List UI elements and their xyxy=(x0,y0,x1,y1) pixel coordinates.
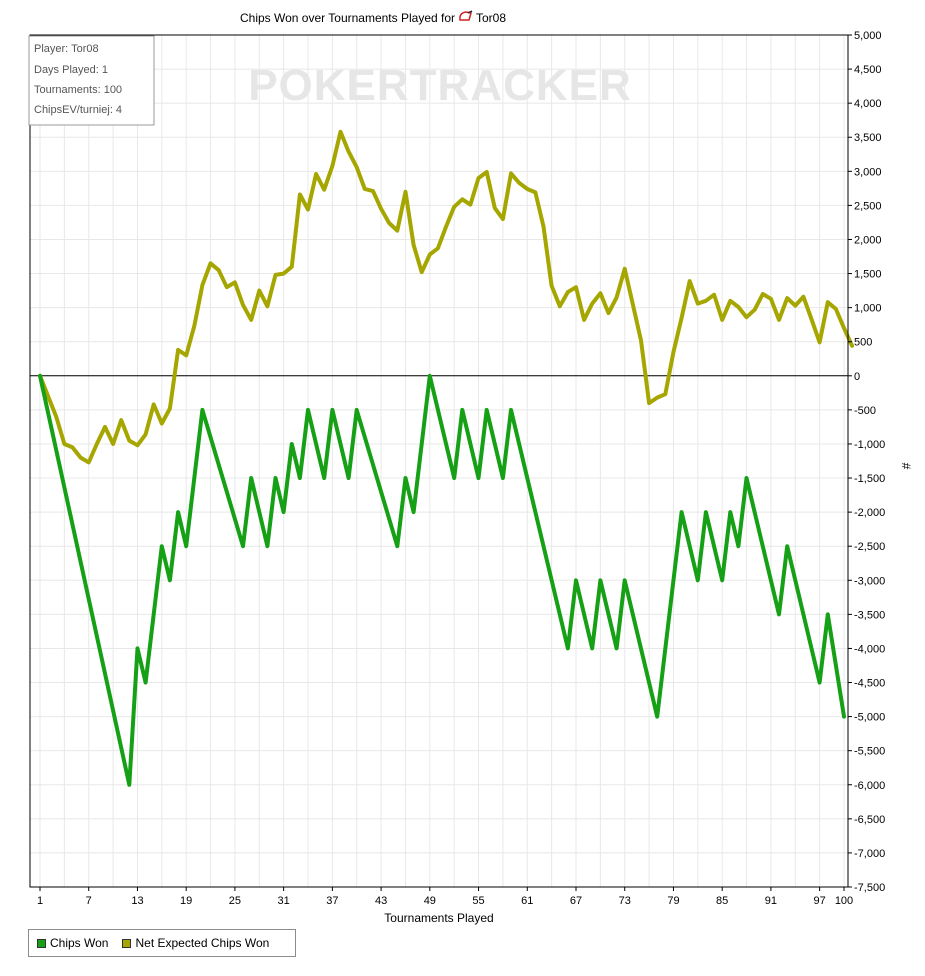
y-tick-label: 3,500 xyxy=(854,132,882,144)
y-axis-ticks: 5,000 4,500 4,000 3,500 3,000 2,500 2,000 1,500… xyxy=(848,30,885,894)
y-tick-label: 4,500 xyxy=(854,64,882,76)
x-tick-label: 25 xyxy=(229,895,241,907)
legend-swatch-chips-won xyxy=(37,938,46,948)
grid xyxy=(30,34,848,888)
y-tick-label: -3,500 xyxy=(854,609,885,621)
x-tick-label: 43 xyxy=(375,895,387,907)
y-tick-label: -7,000 xyxy=(854,848,885,860)
x-tick-label: 85 xyxy=(716,895,728,907)
y-tick-label: -4,000 xyxy=(854,643,885,655)
x-tick-label: 91 xyxy=(765,895,777,907)
legend-swatch-net-expected xyxy=(122,938,132,948)
info-tournaments: Tournaments: 100 xyxy=(34,84,122,96)
x-tick-label: 19 xyxy=(180,895,192,907)
x-tick-label: 31 xyxy=(278,895,290,907)
y-tick-label: -1,500 xyxy=(854,473,885,485)
x-axis-label: Tournaments Played xyxy=(384,911,493,925)
y-tick-label: -500 xyxy=(854,405,876,417)
x-tick-label: 37 xyxy=(326,895,338,907)
legend-item-net-expected: Net Expected Chips Won xyxy=(122,936,269,950)
series-layer xyxy=(38,129,855,787)
chart-title: Chips Won over Tournaments Played for xyxy=(240,11,455,25)
legend: Chips Won Net Expected Chips Won xyxy=(28,929,296,957)
y-tick-label: -2,000 xyxy=(854,507,885,519)
y-tick-label: -2,500 xyxy=(854,541,885,553)
x-tick-label: 49 xyxy=(424,895,436,907)
y-axis-label: # xyxy=(899,463,913,470)
plot-frame xyxy=(29,34,849,888)
x-axis-ticks: 1 7 13 19 25 31 37 43 49 55 61 67 73 79 85 91 97 100 xyxy=(37,887,853,907)
info-box: Player: Tor08 Days Played: 1 Tournaments… xyxy=(28,35,155,126)
y-tick-label: 3,000 xyxy=(854,166,882,178)
info-chipsev: ChipsEV/turniej: 4 xyxy=(34,104,122,116)
x-tick-label: 7 xyxy=(86,895,92,907)
x-tick-label: 100 xyxy=(835,895,853,907)
x-tick-label: 61 xyxy=(521,895,533,907)
x-tick-label: 97 xyxy=(814,895,826,907)
y-tick-label: 1,500 xyxy=(854,269,882,281)
y-tick-label: -5,500 xyxy=(854,746,885,758)
y-tick-label: 0 xyxy=(854,371,860,383)
info-player: Player: Tor08 xyxy=(34,43,99,55)
player-icon xyxy=(459,10,473,21)
y-tick-label: 4,000 xyxy=(854,98,882,110)
x-tick-label: 55 xyxy=(472,895,484,907)
y-tick-label: 2,000 xyxy=(854,234,882,246)
info-days-played: Days Played: 1 xyxy=(34,64,108,76)
y-tick-label: -6,500 xyxy=(854,814,885,826)
x-tick-label: 1 xyxy=(37,895,43,907)
y-tick-label: -6,000 xyxy=(854,780,885,792)
x-tick-label: 73 xyxy=(619,895,631,907)
x-tick-label: 67 xyxy=(570,895,582,907)
y-tick-label: 5,000 xyxy=(854,30,882,42)
watermark: POKERTRACKER xyxy=(248,61,632,110)
y-tick-label: -4,500 xyxy=(854,678,885,690)
y-tick-label: -3,000 xyxy=(854,575,885,587)
y-tick-label: 500 xyxy=(854,337,872,349)
y-tick-label: 1,000 xyxy=(854,303,882,315)
x-tick-label: 79 xyxy=(667,895,679,907)
x-tick-label: 13 xyxy=(131,895,143,907)
legend-item-chips-won: Chips Won xyxy=(37,936,108,950)
y-tick-label: -5,000 xyxy=(854,712,885,724)
series-line-net-expected-chips-won xyxy=(38,129,855,465)
y-tick-label: 2,500 xyxy=(854,200,882,212)
legend-label-chips-won: Chips Won xyxy=(50,936,109,950)
player-name: Tor08 xyxy=(476,11,506,25)
y-tick-label: -7,500 xyxy=(854,882,885,894)
y-tick-label: -1,000 xyxy=(854,439,885,451)
legend-label-net-expected: Net Expected Chips Won xyxy=(135,936,270,950)
series-line-chips-won xyxy=(38,373,846,787)
